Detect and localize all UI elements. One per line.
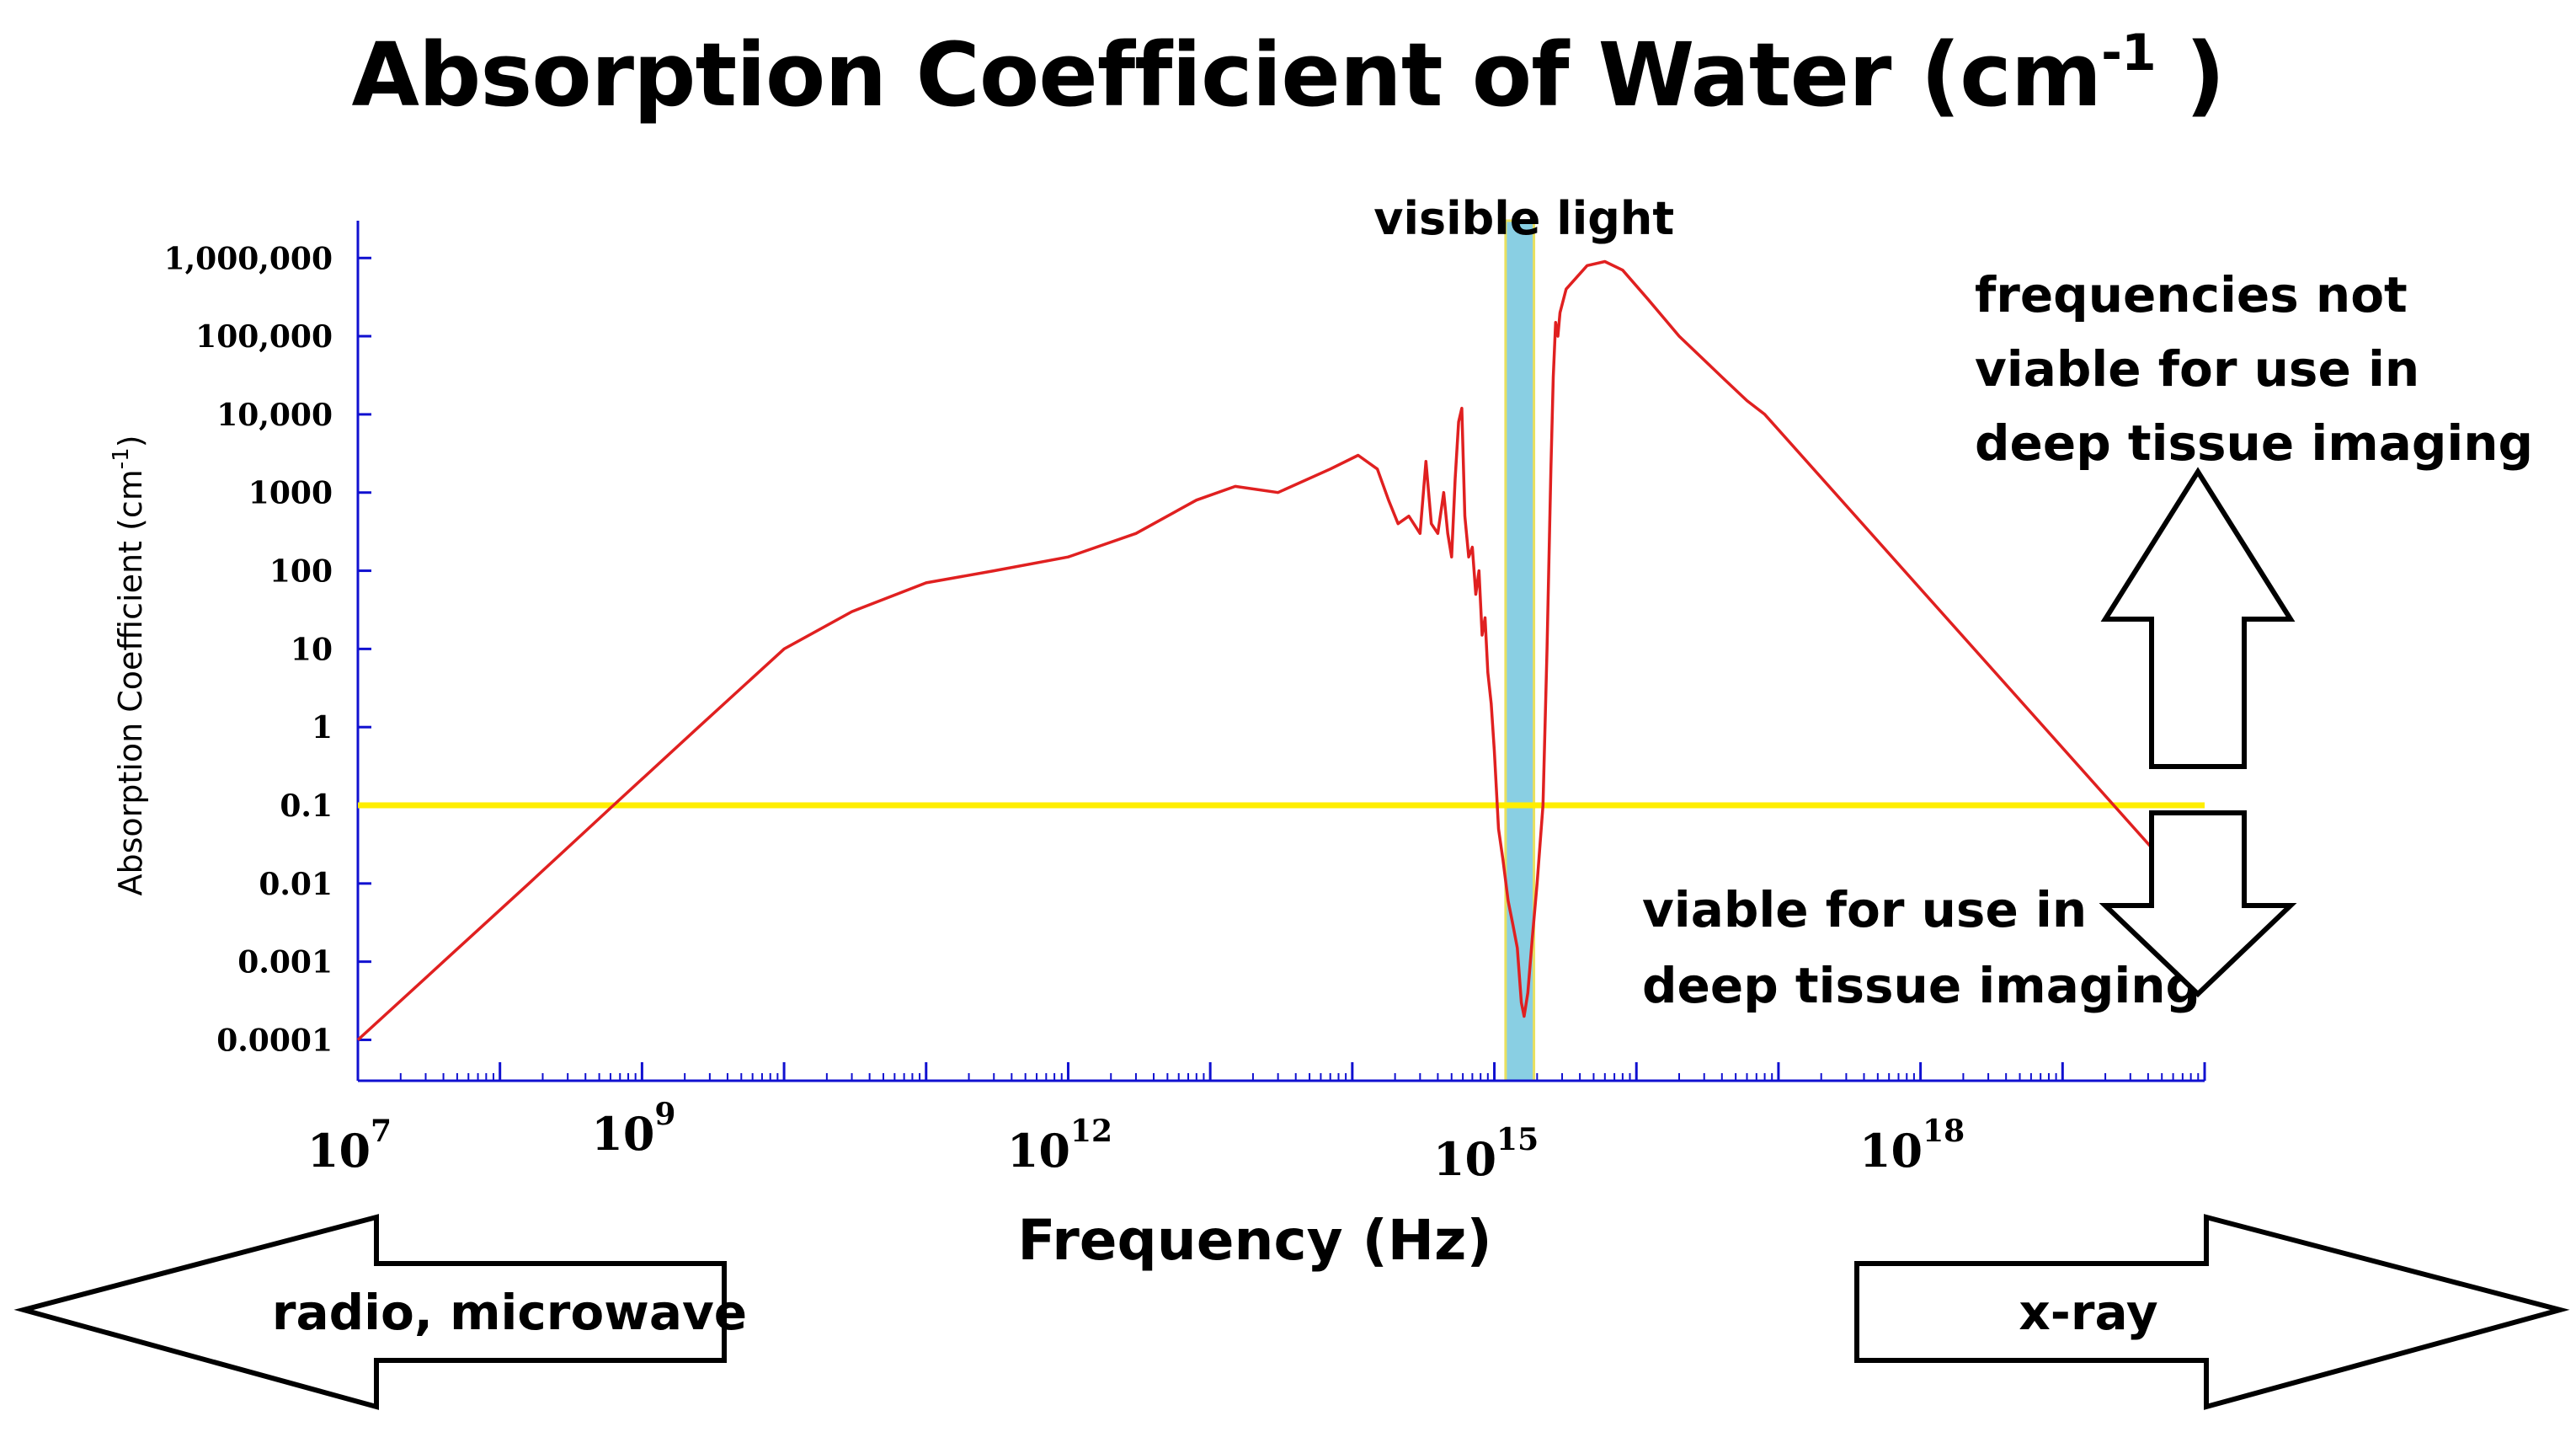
right-arrow	[1854, 1214, 2570, 1410]
x-tick-label: 107	[307, 1114, 392, 1178]
absorption-curve	[356, 259, 2206, 1041]
visible-light-band	[1504, 219, 1536, 1082]
not-viable-annotation-line: deep tissue imaging	[1975, 414, 2533, 472]
y-tick-label: 0.1	[280, 788, 333, 824]
down-arrow	[2099, 810, 2297, 998]
viable-annotation-line: deep tissue imaging	[1642, 957, 2200, 1014]
x-tick-label: 1018	[1859, 1114, 1965, 1178]
y-tick-label: 0.001	[237, 945, 333, 980]
chart-title-close: )	[2155, 24, 2226, 126]
x-tick-label: 1015	[1433, 1122, 1539, 1186]
left-arrow	[13, 1214, 727, 1410]
y-tick-label: 1,000,000	[164, 241, 333, 276]
left-arrow-label: radio, microwave	[272, 1284, 747, 1341]
y-tick-label: 1	[312, 710, 333, 745]
y-tick-label: 100,000	[195, 319, 333, 355]
chart-title-text: Absorption Coefficient of Water (cm	[351, 24, 2102, 126]
y-tick-label: 0.0001	[216, 1023, 333, 1058]
x-axis-title: Frequency (Hz)	[1017, 1208, 1491, 1273]
right-arrow-label: x-ray	[2019, 1284, 2157, 1341]
visible-light-label: visible light	[1373, 192, 1674, 245]
chart-title-superscript: -1	[2101, 24, 2157, 83]
y-tick-label: 100	[269, 554, 333, 590]
y-tick-label: 10	[291, 632, 333, 667]
y-tick-label: 0.01	[259, 867, 333, 902]
x-tick-label: 1012	[1007, 1114, 1112, 1178]
viable-annotation-line: viable for use in	[1642, 881, 2087, 938]
y-axis-title: Absorption Coefficient (cm-1)	[109, 435, 149, 895]
chart-title: Absorption Coefficient of Water (cm-1 )	[0, 24, 2576, 126]
x-tick-label: 109	[591, 1097, 675, 1161]
not-viable-annotation-line: frequencies not	[1975, 266, 2408, 323]
y-tick-label: 1000	[248, 476, 333, 511]
not-viable-annotation-line: viable for use in	[1975, 340, 2419, 398]
up-arrow	[2100, 467, 2296, 769]
y-tick-label: 10,000	[216, 398, 333, 433]
